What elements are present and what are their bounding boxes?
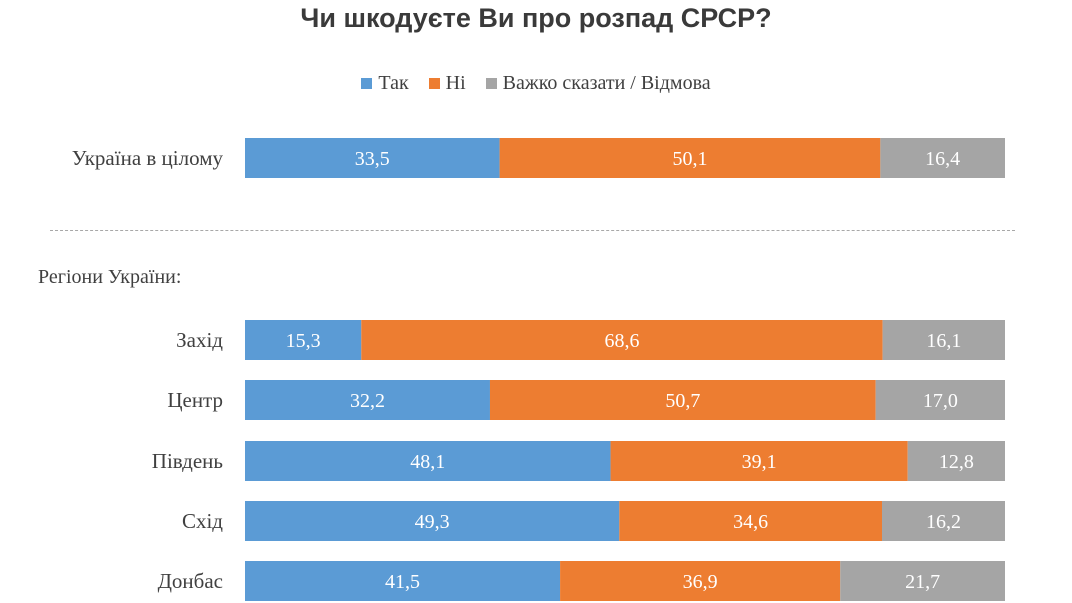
data-label-undecided: 16,2 [926,511,961,533]
bar-segment-undecided [880,138,1005,178]
data-label-undecided: 16,4 [925,148,960,170]
bar-segment-yes [245,320,362,360]
legend-swatch-undecided [485,77,497,89]
bar-segment-yes [245,380,490,420]
data-label-yes: 15,3 [286,330,321,352]
data-label-no: 39,1 [742,451,777,473]
data-label-undecided: 16,1 [926,330,961,352]
bar-segment-undecided [840,561,1005,601]
category-label: Південь [152,449,223,473]
bar-segment-no [489,380,876,420]
legend: Так Ні Важко сказати / Відмова [0,68,1072,98]
data-label-undecided: 12,8 [939,451,974,473]
data-label-yes: 41,5 [385,571,420,593]
bar-segment-yes [245,441,611,481]
bar-segment-no [560,561,841,601]
legend-label-no: Ні [445,71,466,94]
bar-segment-no [499,138,881,178]
data-label-no: 34,6 [733,511,768,533]
category-label: Україна в цілому [72,146,224,170]
section-divider [50,230,1015,231]
category-label: Центр [167,388,223,412]
legend-item-no: Ні [428,71,466,95]
data-label-undecided: 17,0 [923,390,958,412]
bar-segment-yes [245,138,500,178]
data-label-yes: 32,2 [350,390,385,412]
bar-segment-no [610,441,908,481]
bar-segment-no [619,501,883,541]
category-label: Захід [176,328,223,352]
bar-segment-no [361,320,883,360]
data-label-no: 68,6 [604,330,639,352]
data-label-no: 36,9 [683,571,718,593]
legend-swatch-no [428,77,440,89]
bar-segment-undecided [907,441,1005,481]
legend-label-yes: Так [378,71,409,94]
legend-swatch-yes [361,77,373,89]
bar-segment-yes [245,561,561,601]
category-label: Донбас [158,569,223,593]
data-label-no: 50,1 [672,148,707,170]
data-label-no: 50,7 [665,390,700,412]
data-label-yes: 49,3 [415,511,450,533]
regions-header: Регіони України: [38,266,182,288]
data-label-undecided: 21,7 [905,571,940,593]
data-label-yes: 33,5 [355,148,390,170]
category-label: Схід [182,509,223,533]
data-label-yes: 48,1 [410,451,445,473]
legend-label-undecided: Важко сказати / Відмова [502,71,711,94]
bar-segment-undecided [882,501,1005,541]
bar-segment-undecided [882,320,1005,360]
bar-segment-yes [245,501,620,541]
legend-item-undecided: Важко сказати / Відмова [485,71,711,95]
legend-item-yes: Так [361,71,409,95]
chart-title: Чи шкодуєте Ви про розпад СРСР? [300,3,772,33]
bar-segment-undecided [875,380,1005,420]
